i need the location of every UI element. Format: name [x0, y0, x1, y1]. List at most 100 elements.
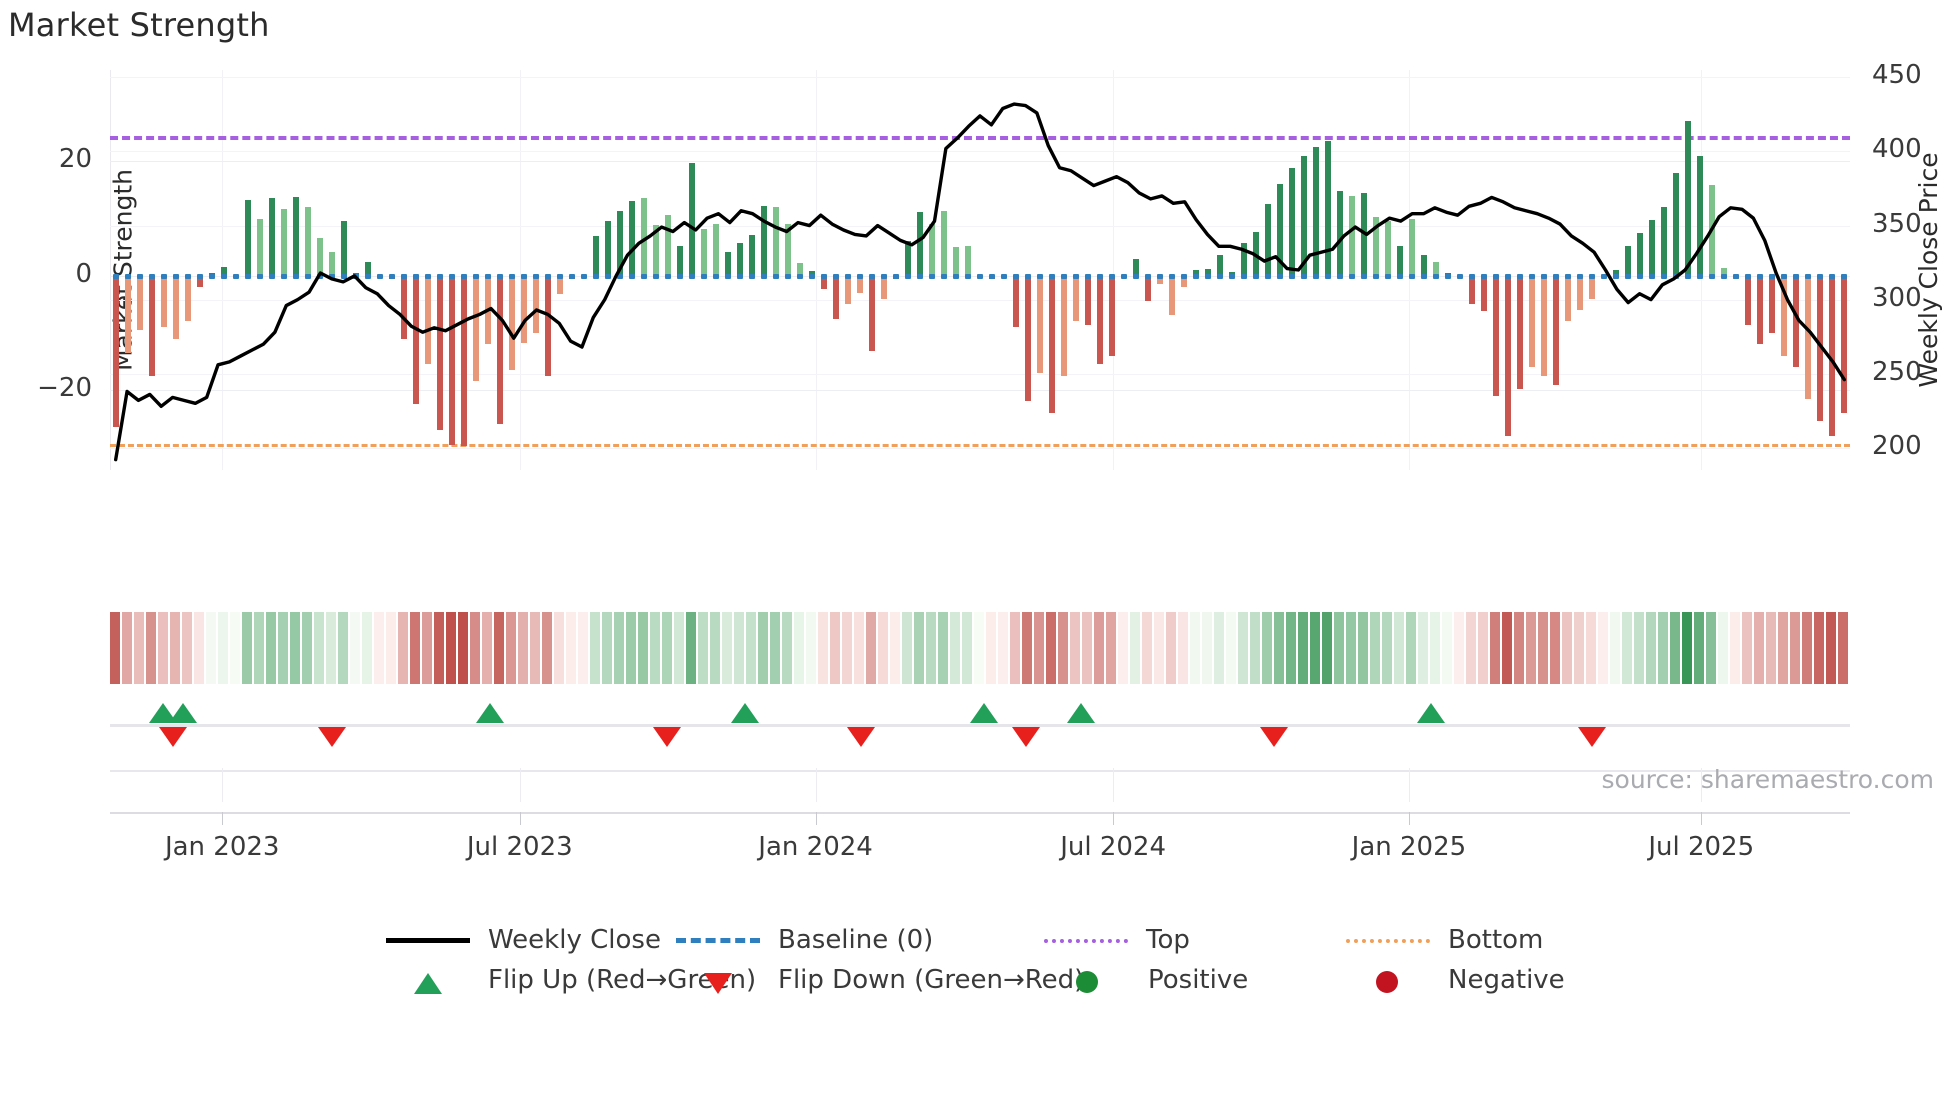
heat-cell: [1406, 612, 1417, 684]
strength-bar: [1336, 191, 1344, 276]
legend-item[interactable]: Top: [1040, 925, 1190, 955]
baseline-segment: [868, 273, 876, 279]
baseline-segment: [1576, 273, 1584, 279]
baseline-segment: [1132, 273, 1140, 279]
baseline-segment: [604, 273, 612, 279]
flip-down-marker: [1260, 727, 1289, 747]
y-axis-left-tick: 0: [75, 258, 92, 289]
strength-bar: [616, 210, 624, 276]
x-gridline: [1113, 70, 1115, 470]
flip-band-axis: [110, 724, 1850, 727]
baseline-segment: [1528, 273, 1536, 279]
heat-cell: [410, 612, 421, 684]
baseline-segment: [1768, 273, 1776, 279]
strength-bar: [1180, 275, 1188, 288]
heat-cell: [1394, 612, 1405, 684]
lower-rule-1: [110, 770, 1850, 772]
heat-cell: [482, 612, 493, 684]
legend-item[interactable]: Flip Down (Green→Red): [672, 965, 1084, 995]
heat-cell: [1646, 612, 1657, 684]
legend-item[interactable]: Weekly Close: [382, 925, 661, 955]
heat-cell: [1658, 612, 1669, 684]
heat-cell: [974, 612, 985, 684]
baseline-segment: [1828, 273, 1836, 279]
baseline-segment: [1420, 273, 1428, 279]
heat-cell: [1250, 612, 1261, 684]
flip-up-triangle-icon: [414, 973, 442, 994]
heat-cell: [1070, 612, 1081, 684]
strength-bar: [652, 225, 660, 276]
strength-bar: [796, 263, 804, 276]
strength-bar: [400, 275, 408, 339]
legend-key: [1040, 925, 1132, 955]
baseline-segment: [952, 273, 960, 279]
strength-bar: [1804, 275, 1812, 399]
x-axis-tick-guide: [222, 768, 224, 802]
baseline-segment: [1000, 273, 1008, 279]
baseline-segment: [664, 273, 672, 279]
baseline-segment: [1732, 273, 1740, 279]
strength-bar: [820, 275, 828, 290]
main-plot-area: Market Strength Weekly Close Price 20 0 −2…: [37, 60, 1943, 470]
strength-bar: [772, 207, 780, 276]
baseline-segment: [1288, 273, 1296, 279]
baseline-segment: [820, 273, 828, 279]
heat-cell: [1562, 612, 1573, 684]
baseline-segment: [1792, 273, 1800, 279]
strength-bar: [184, 275, 192, 322]
heat-cell: [602, 612, 613, 684]
heat-cell: [1262, 612, 1273, 684]
heat-cell: [302, 612, 313, 684]
weekly-close-line-icon: [386, 938, 470, 943]
strength-bar: [1324, 141, 1332, 276]
strength-bar: [856, 275, 864, 293]
baseline-segment: [160, 273, 168, 279]
strength-bar: [1024, 275, 1032, 402]
heat-cell: [1730, 612, 1741, 684]
strength-bar: [1768, 275, 1776, 333]
baseline-segment: [388, 273, 396, 279]
strength-bar: [280, 209, 288, 276]
heat-cell: [398, 612, 409, 684]
heat-cell: [1526, 612, 1537, 684]
baseline-segment: [916, 273, 924, 279]
legend-item[interactable]: Bottom: [1342, 925, 1543, 955]
heat-cell: [350, 612, 361, 684]
baseline-segment: [1492, 273, 1500, 279]
gridline-right: [110, 447, 1850, 449]
baseline-segment: [1156, 273, 1164, 279]
strength-bar: [1264, 203, 1272, 276]
strength-bar: [1816, 275, 1824, 422]
strength-bar: [1588, 275, 1596, 299]
legend-key: [672, 965, 764, 995]
heat-cell: [110, 612, 121, 684]
baseline-segment: [928, 273, 936, 279]
legend-label: Positive: [1148, 965, 1249, 995]
flip-down-marker: [1578, 727, 1607, 747]
heat-cell: [710, 612, 721, 684]
baseline-segment: [1408, 273, 1416, 279]
baseline-line-icon: [676, 938, 760, 943]
heat-cell: [1670, 612, 1681, 684]
legend-item[interactable]: Baseline (0): [672, 925, 933, 955]
baseline-segment: [508, 273, 516, 279]
heat-cell: [1046, 612, 1057, 684]
strength-bar: [676, 246, 684, 276]
heat-cell: [926, 612, 937, 684]
baseline-segment: [244, 273, 252, 279]
legend-item[interactable]: Negative: [1342, 965, 1565, 995]
baseline-segment: [1228, 273, 1236, 279]
heat-cell: [362, 612, 373, 684]
baseline-segment: [232, 273, 240, 279]
strength-bar: [952, 247, 960, 276]
legend-label: Flip Down (Green→Red): [778, 965, 1085, 995]
flip-up-marker: [970, 703, 999, 723]
strength-bar: [1204, 268, 1212, 276]
strength-heat-strip: [110, 612, 1850, 684]
baseline-segment: [520, 273, 528, 279]
strength-bar: [1012, 275, 1020, 328]
heat-cell: [998, 612, 1009, 684]
legend-item[interactable]: Positive: [1042, 965, 1248, 995]
strength-bar: [460, 275, 468, 446]
baseline-segment: [124, 273, 132, 279]
